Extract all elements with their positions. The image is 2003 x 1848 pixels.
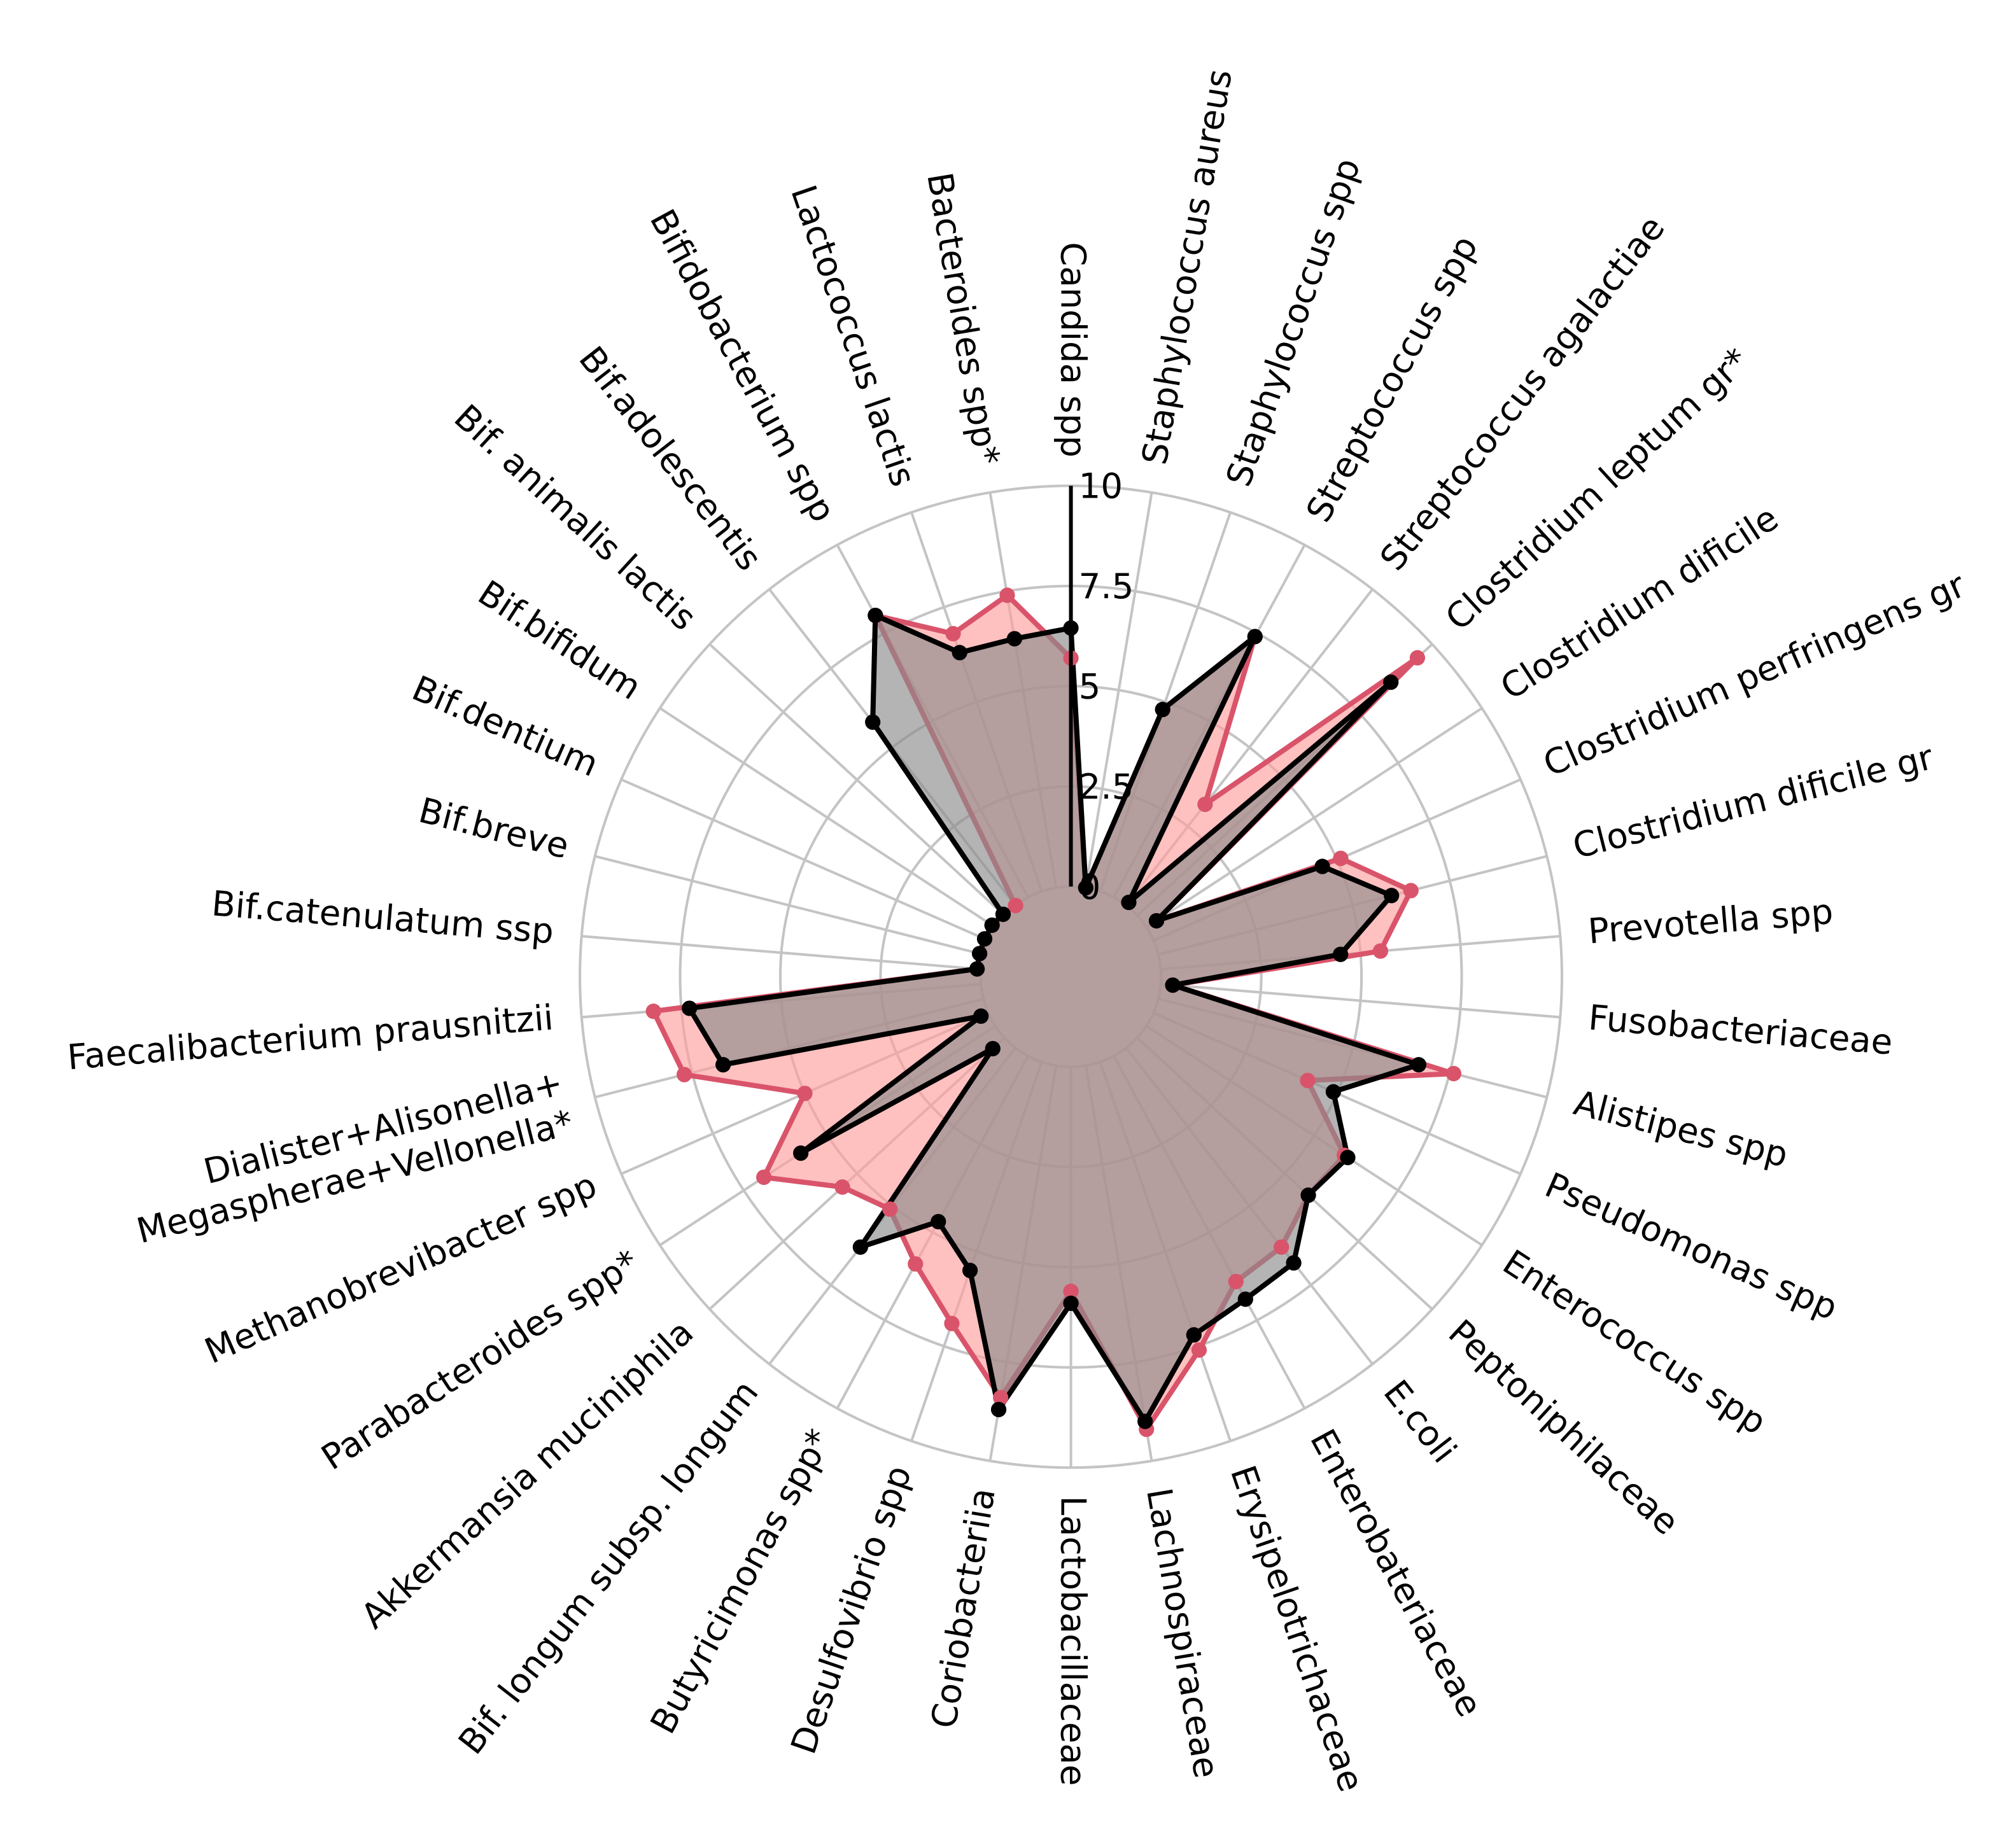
- series-marker: [1228, 1273, 1244, 1289]
- category-label: Clostridium dificile gr: [1569, 736, 1937, 867]
- series-marker: [1333, 946, 1349, 962]
- series-marker: [990, 1401, 1007, 1418]
- series-marker: [1445, 1065, 1461, 1082]
- series-marker: [971, 946, 988, 962]
- series-marker: [952, 645, 967, 661]
- series-marker: [1247, 629, 1263, 645]
- series-marker: [1008, 897, 1023, 914]
- y-tick-label: 10: [1079, 466, 1123, 507]
- series-marker: [852, 1239, 868, 1255]
- series-marker: [1403, 883, 1419, 899]
- series-marker: [1006, 631, 1023, 647]
- series-marker: [969, 961, 985, 977]
- series-marker: [1186, 1327, 1202, 1343]
- series-marker: [908, 1256, 924, 1272]
- category-label: Streptococcus agalactiae: [1372, 208, 1673, 578]
- grid-spoke: [708, 643, 1006, 917]
- grid-spoke: [659, 707, 997, 928]
- category-label: Lactobacillaceae: [1053, 1496, 1093, 1786]
- series-marker: [1286, 1255, 1302, 1271]
- y-tick-label: 5: [1079, 666, 1101, 706]
- series-marker: [645, 1004, 661, 1019]
- category-label: Bif.catenulatum ssp: [210, 883, 555, 951]
- series-marker: [944, 1315, 960, 1331]
- series-marker: [985, 1040, 1001, 1056]
- series-marker: [756, 1169, 772, 1186]
- series-marker: [1237, 1291, 1253, 1307]
- category-label: Bif.bifidum: [471, 572, 649, 708]
- series-marker: [1325, 1084, 1342, 1100]
- grid-spoke: [1146, 707, 1483, 928]
- category-label: Clostridium leptum gr*: [1438, 340, 1757, 638]
- category-label: Bif.dentium: [406, 668, 604, 785]
- series-marker: [1063, 1295, 1079, 1312]
- series-marker: [715, 1057, 731, 1073]
- series-marker: [1274, 1239, 1290, 1255]
- category-label: Alistipes spp: [1570, 1082, 1792, 1175]
- series-marker: [1384, 888, 1400, 904]
- series-marker: [1372, 943, 1389, 959]
- series-marker: [1191, 1342, 1207, 1358]
- category-label: Fusobacteriaceae: [1587, 997, 1894, 1062]
- series-marker: [984, 917, 1000, 933]
- category-label: Staphylococcus aureus: [1134, 66, 1240, 467]
- series-marker: [1314, 858, 1330, 874]
- series-marker: [1165, 977, 1181, 993]
- category-label: Candida spp: [1053, 242, 1093, 458]
- category-label: Lachnospiraceae: [1139, 1485, 1227, 1781]
- series-marker: [1197, 796, 1213, 813]
- series-marker: [793, 1145, 809, 1161]
- grid-spoke: [594, 855, 984, 956]
- series-marker: [1300, 1072, 1316, 1089]
- category-label: Bif. longum subsp. longum: [450, 1373, 766, 1762]
- series-marker: [1155, 701, 1170, 718]
- category-label: Prevotella spp: [1587, 891, 1835, 952]
- category-label: Coriobacteriia: [923, 1485, 1003, 1732]
- series-marker: [1300, 1187, 1316, 1203]
- category-label: E.coli: [1375, 1373, 1465, 1471]
- series-marker: [865, 714, 881, 730]
- series-marker: [682, 1000, 698, 1016]
- series-marker: [868, 607, 883, 624]
- series-marker: [1410, 1057, 1427, 1073]
- series-marker: [1340, 1149, 1356, 1166]
- grid-spoke: [1084, 492, 1153, 888]
- y-tick-label: 2.5: [1079, 766, 1134, 807]
- series-marker: [677, 1067, 692, 1082]
- series-marker: [995, 906, 1011, 922]
- series-marker: [1063, 1284, 1079, 1299]
- series-marker: [973, 1008, 989, 1024]
- series-marker: [1333, 850, 1349, 866]
- y-tick-label: 0: [1079, 866, 1101, 907]
- series-marker: [999, 587, 1015, 603]
- grid-spoke: [581, 935, 981, 971]
- category-label: Bif.breve: [415, 790, 573, 867]
- series-marker: [1121, 894, 1137, 911]
- series-marker: [1409, 650, 1426, 666]
- series-marker: [1148, 913, 1165, 929]
- y-tick-label: 7.5: [1079, 566, 1134, 606]
- grid-spoke: [1160, 983, 1561, 1019]
- series-marker: [1383, 674, 1399, 690]
- series-marker: [945, 626, 961, 641]
- series-marker: [834, 1179, 850, 1195]
- series-marker: [882, 1201, 898, 1217]
- category-label: Akkermansia muciniphila: [353, 1312, 701, 1636]
- category-label: Faecalibacterium prausnitzii: [66, 997, 554, 1077]
- series-marker: [976, 931, 993, 947]
- series-marker: [993, 1390, 1009, 1406]
- series-marker: [962, 1263, 978, 1278]
- category-label: Bacteroides spp*: [919, 169, 1008, 467]
- series-marker: [1078, 879, 1093, 896]
- series-marker: [797, 1086, 813, 1102]
- grid-spoke: [621, 778, 989, 942]
- series-marker: [931, 1214, 946, 1229]
- series-marker: [1137, 1413, 1153, 1429]
